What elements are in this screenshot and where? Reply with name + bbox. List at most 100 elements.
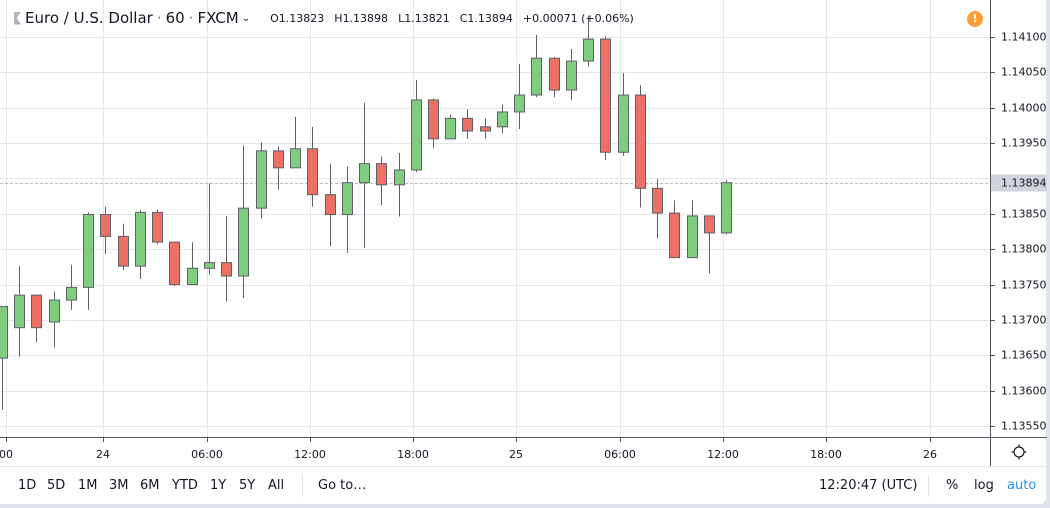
price-tick-mark <box>991 285 995 286</box>
time-tick-label: 18:00 <box>810 448 842 461</box>
symbol-name[interactable]: Euro / U.S. Dollar <box>25 9 153 27</box>
candle-down <box>273 150 284 169</box>
time-tick-label: 12:00 <box>707 448 739 461</box>
time-tick-mark <box>930 438 931 442</box>
price-tick-label: 1.14000 <box>1001 101 1047 115</box>
time-tick-mark <box>516 438 517 442</box>
candle-down <box>600 38 611 153</box>
candle-up <box>411 99 422 171</box>
ohlc-open: O1.13823 <box>270 11 325 25</box>
candle-up <box>583 38 594 62</box>
time-tick-mark <box>207 438 208 442</box>
price-tick-mark <box>991 108 995 109</box>
range-1d-button[interactable]: 1D <box>18 478 37 493</box>
log-scale-toggle[interactable]: log <box>974 478 994 493</box>
candle-up <box>290 148 301 169</box>
price-tick-label: 1.13800 <box>1001 242 1047 256</box>
time-tick-mark <box>620 438 621 442</box>
price-axis[interactable]: 1.14100 1.14050 1.14000 1.13950 1.13850 1.138… <box>990 0 1047 437</box>
candle-up <box>566 60 577 91</box>
auto-scale-toggle[interactable]: auto <box>1007 478 1037 493</box>
candle-down <box>652 187 663 214</box>
percent-scale-toggle[interactable]: % <box>946 478 959 493</box>
candle-up <box>394 169 405 186</box>
time-tick-mark <box>6 438 7 442</box>
price-tick-mark <box>991 426 995 427</box>
candle-up <box>687 215 698 259</box>
range-1m-button[interactable]: 1M <box>78 478 98 493</box>
candle-down <box>325 194 336 216</box>
range-5y-button[interactable]: 5Y <box>239 478 256 493</box>
interval[interactable]: 60 <box>165 9 185 27</box>
range-3m-button[interactable]: 3M <box>109 478 129 493</box>
exchange[interactable]: FXCM <box>197 9 239 27</box>
candle-down <box>428 99 439 140</box>
time-tick-mark <box>310 438 311 442</box>
candle-up <box>49 299 60 323</box>
gear-icon <box>1011 444 1027 460</box>
range-1y-button[interactable]: 1Y <box>210 478 227 493</box>
price-tick-mark <box>991 249 995 250</box>
time-tick-label: 24 <box>96 448 110 461</box>
candle-down <box>669 212 680 259</box>
price-tick-label: 1.13600 <box>1001 384 1047 398</box>
price-tick-mark <box>991 320 995 321</box>
chart-pane[interactable]: Euro / U.S. Dollar · 60 · FXCM ⌄ O1.1382… <box>0 0 990 437</box>
separator-dot: · <box>156 9 162 27</box>
price-tick-label: 1.13750 <box>1001 278 1047 292</box>
candle-up <box>721 182 732 234</box>
time-tick-label: 12:00 <box>294 448 326 461</box>
candle-up <box>618 94 629 153</box>
candle-down <box>152 211 163 243</box>
collapse-legend-icon[interactable] <box>14 11 21 25</box>
candle-down <box>549 57 560 91</box>
candle-down <box>307 148 318 196</box>
range-ytd-button[interactable]: YTD <box>172 478 198 493</box>
toolbar-divider <box>302 475 303 497</box>
candle-up <box>256 150 267 209</box>
candle-down <box>118 235 129 267</box>
candlestick-chart[interactable] <box>0 0 990 437</box>
range-5d-button[interactable]: 5D <box>47 478 66 493</box>
time-tick-mark <box>723 438 724 442</box>
range-6m-button[interactable]: 6M <box>140 478 160 493</box>
chart-settings-button[interactable] <box>990 437 1047 466</box>
price-tick-label: 1.14100 <box>1001 30 1047 44</box>
price-tick-label: 1.13850 <box>1001 207 1047 221</box>
candle-up <box>531 57 542 96</box>
candle-down <box>221 262 232 277</box>
candle-down <box>169 241 180 286</box>
candle-down <box>704 215 715 234</box>
toolbar-divider <box>928 475 929 497</box>
time-tick-label: 06:00 <box>191 448 223 461</box>
range-all-button[interactable]: All <box>268 478 285 493</box>
chevron-down-icon[interactable]: ⌄ <box>241 12 251 24</box>
candle-up <box>0 305 8 359</box>
time-axis[interactable]: 00 24 06:00 12:00 18:00 25 06:00 12:00 18:00 26 <box>0 437 990 466</box>
candle-down <box>480 126 491 132</box>
candle-up <box>342 182 353 216</box>
price-tick-mark <box>991 391 995 392</box>
price-tick-label: 1.13550 <box>1001 419 1047 433</box>
ohlc-close: C1.13894 <box>459 11 513 25</box>
separator-dot: · <box>188 9 194 27</box>
price-tick-mark <box>991 72 995 73</box>
candle-up <box>238 207 249 277</box>
candle-up <box>187 267 198 286</box>
time-tick-label: 00 <box>0 448 13 461</box>
time-tick-label: 26 <box>923 448 937 461</box>
candle-down <box>376 163 387 186</box>
warning-icon[interactable]: ! <box>967 11 983 27</box>
price-tick-mark <box>991 214 995 215</box>
price-tick-label: 1.13650 <box>1001 348 1047 362</box>
price-tick-mark <box>991 37 995 38</box>
goto-button[interactable]: Go to… <box>318 478 367 493</box>
candle-up <box>83 214 94 288</box>
time-tick-label: 06:00 <box>604 448 636 461</box>
candle-down <box>462 117 473 132</box>
time-tick-label: 18:00 <box>397 448 429 461</box>
bottom-toolbar: 1D 5D 1M 3M 6M YTD 1Y 5Y All Go to… 12:2… <box>0 466 1046 505</box>
candle-up <box>135 211 146 267</box>
utc-clock[interactable]: 12:20:47 (UTC) <box>819 478 918 493</box>
